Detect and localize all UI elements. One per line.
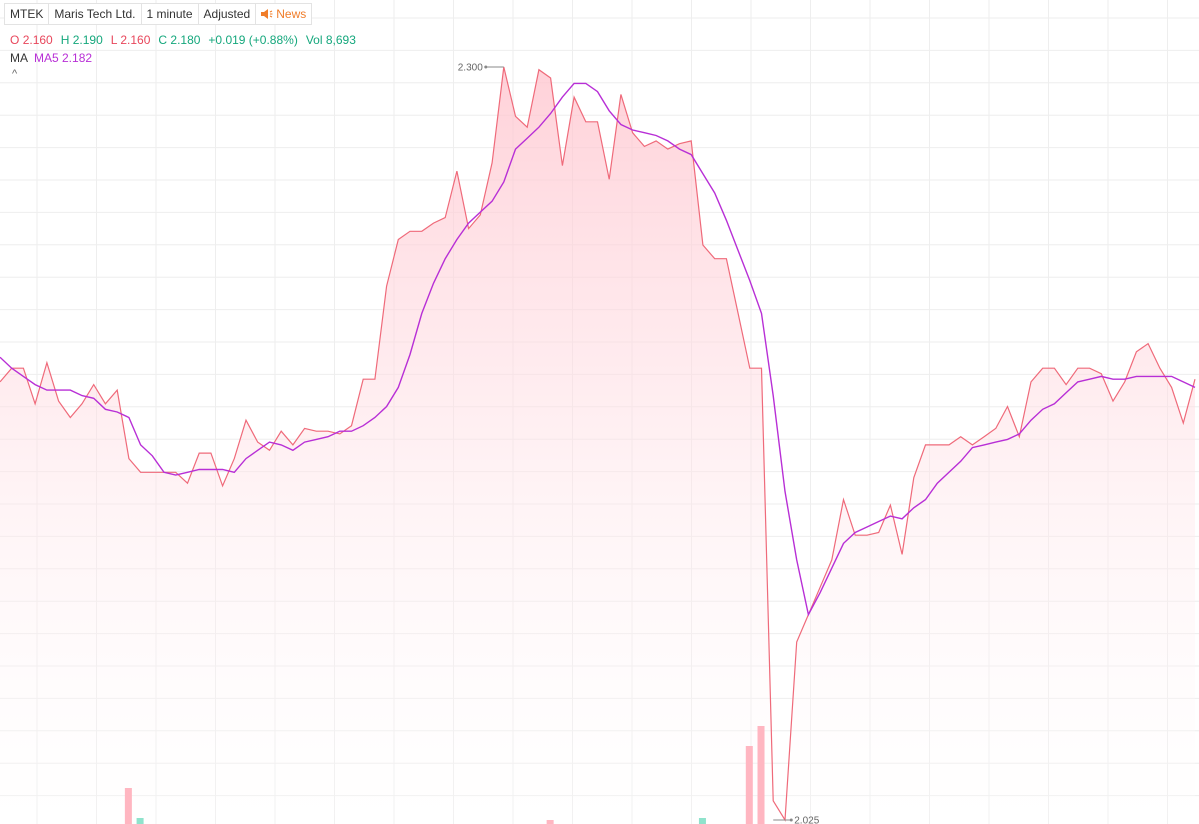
volume-bar [757, 726, 765, 824]
news-label: News [276, 7, 307, 21]
volume-bar [546, 820, 554, 824]
close-readout: C 2.180 [158, 33, 200, 47]
annotation-dot [484, 65, 488, 69]
volume-bar [136, 818, 144, 824]
ma-label[interactable]: MA [10, 51, 28, 65]
chart-toolbar: MTEK Maris Tech Ltd. 1 minute Adjusted N… [4, 3, 313, 25]
high-readout: H 2.190 [61, 33, 103, 47]
price-line [0, 66, 1196, 822]
annotation-label: 2.300 [458, 63, 483, 74]
close-label: C [158, 33, 168, 47]
annotation-dot [789, 818, 793, 822]
volume-bar [745, 746, 753, 824]
close-value: 2.180 [170, 33, 201, 47]
ohlc-readout: O 2.160 H 2.190 L 2.160 C 2.180 +0.019 (… [10, 33, 356, 47]
news-button[interactable]: News [256, 4, 311, 24]
volume-bar [124, 788, 132, 824]
speaker-icon [261, 9, 273, 19]
low-value: 2.160 [120, 33, 151, 47]
volume-value: 8,693 [325, 33, 356, 47]
extreme-annotations: 2.300 2.025 [458, 63, 820, 824]
collapse-chevron-up-icon[interactable]: ^ [12, 68, 18, 80]
price-area-fill [0, 67, 1195, 824]
high-label: H [60, 33, 70, 47]
volume-readout: Vol 8,693 [306, 33, 356, 47]
interval-selector[interactable]: 1 minute [142, 4, 199, 24]
company-name: Maris Tech Ltd. [49, 4, 142, 24]
ma-legend: MA MA5 2.182 [10, 51, 92, 65]
adjust-selector[interactable]: Adjusted [199, 4, 257, 24]
ma5-line [0, 82, 1196, 617]
change-value: +0.019 (+0.88%) [208, 33, 298, 47]
low-label: L [110, 33, 117, 47]
volume-bar [698, 818, 706, 824]
low-readout: L 2.160 [111, 33, 151, 47]
high-value: 2.190 [72, 33, 103, 47]
open-value: 2.160 [22, 33, 53, 47]
annotation-label: 2.025 [794, 816, 819, 824]
ticker-symbol[interactable]: MTEK [5, 4, 50, 24]
open-readout: O 2.160 [10, 33, 53, 47]
ma5-value: MA5 2.182 [34, 51, 93, 65]
open-label: O [10, 33, 20, 47]
volume-label: Vol [305, 33, 323, 47]
volume-bars [124, 726, 765, 824]
